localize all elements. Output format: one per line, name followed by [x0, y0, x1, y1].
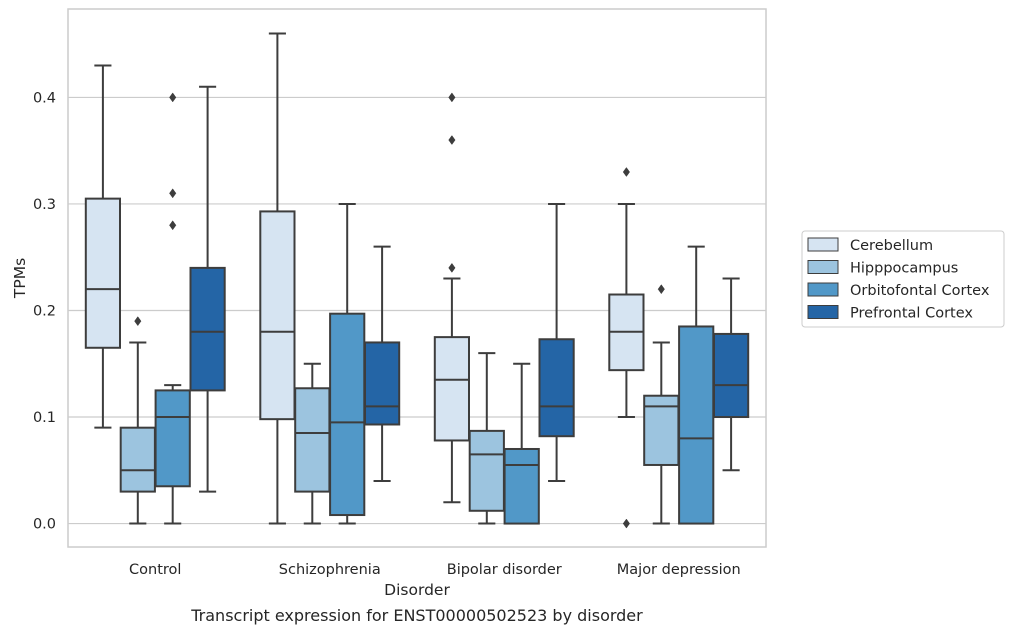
series-cerebellum [84, 32, 645, 529]
box-iqr [433, 336, 471, 442]
outlier-point [448, 262, 456, 273]
x-tick-label: Bipolar disorder [447, 562, 562, 578]
series-hipppocampus [119, 284, 680, 525]
box-prefrontal-cortex-bipolar-disorder [538, 202, 575, 482]
box-prefrontal-cortex-control [189, 85, 226, 493]
box-orbitofontal-cortex-schizophrenia [329, 202, 366, 525]
chart-caption: Transcript expression for ENST0000050252… [190, 606, 643, 625]
outlier-point [169, 188, 177, 199]
box-orbitofontal-cortex-major-depression [678, 245, 715, 525]
box-iqr [294, 387, 331, 493]
box-hipppocampus-control [119, 316, 156, 525]
y-tick-label: 0.3 [33, 197, 56, 213]
outlier-point [657, 284, 665, 295]
outlier-point [622, 167, 630, 177]
box-orbitofontal-cortex-control [154, 92, 191, 525]
x-tick-label: Schizophrenia [279, 562, 381, 578]
box-hipppocampus-schizophrenia [294, 362, 331, 525]
x-tick-label: Control [129, 562, 181, 578]
legend-label: Cerebellum [850, 238, 933, 254]
outlier-point [169, 220, 177, 231]
box-iqr [712, 332, 750, 419]
box-cerebellum-control [84, 64, 122, 429]
x-axis-ticks: Control Schizophrenia Bipolar disorder Majo… [129, 562, 741, 578]
legend-swatch [807, 305, 839, 319]
box-iqr [189, 266, 226, 392]
box-orbitofontal-cortex-bipolar-disorder [503, 362, 540, 525]
outlier-point [622, 518, 630, 529]
box-iqr [154, 389, 191, 488]
box-prefrontal-cortex-major-depression [712, 277, 750, 472]
y-axis-label: TPMs [11, 258, 29, 299]
legend-item-cerebellum: Cerebellum [807, 237, 933, 254]
legend-label: Hipppocampus [850, 261, 958, 277]
series-orbitofontal-cortex [154, 92, 715, 525]
box-iqr [538, 338, 575, 438]
box-iqr [363, 341, 401, 426]
legend-swatch [807, 237, 839, 252]
x-axis-label: Disorder [384, 581, 450, 599]
outlier-point [169, 92, 177, 103]
series-prefrontal-cortex [189, 85, 750, 493]
box-cerebellum-schizophrenia [259, 32, 296, 525]
box-prefrontal-cortex-schizophrenia [363, 245, 401, 482]
box-iqr [468, 429, 505, 512]
legend-item-orbitofontal-cortex: Orbitofontal Cortex [807, 282, 990, 299]
y-tick-label: 0.0 [33, 517, 56, 533]
legend-item-hipppocampus: Hipppocampus [807, 260, 958, 277]
legend-swatch [807, 260, 839, 274]
box-hipppocampus-bipolar-disorder [468, 352, 505, 525]
x-tick-label: Major depression [617, 562, 741, 578]
box-iqr [84, 197, 122, 349]
box-cerebellum-bipolar-disorder [433, 92, 471, 504]
box-iqr [329, 312, 366, 517]
box-plot-series [84, 32, 750, 529]
box-iqr [259, 210, 296, 421]
outlier-point [134, 316, 142, 327]
y-tick-label: 0.4 [33, 90, 56, 106]
legend-swatch [807, 282, 839, 297]
legend-frame [801, 230, 1005, 328]
legend-item-prefrontal-cortex: Prefrontal Cortex [807, 305, 973, 322]
y-tick-label: 0.2 [33, 303, 56, 319]
box-iqr [119, 426, 156, 493]
legend-label: Prefrontal Cortex [850, 306, 973, 322]
box-hipppocampus-major-depression [643, 284, 680, 525]
box-iqr [503, 447, 540, 525]
outlier-point [448, 92, 456, 103]
y-tick-label: 0.1 [33, 410, 56, 426]
y-axis-ticks: 0.0 0.1 0.2 0.3 0.4 [33, 90, 56, 532]
legend-label: Orbitofontal Cortex [850, 283, 990, 299]
box-iqr [678, 325, 715, 525]
plot-area-frame [67, 8, 767, 548]
box-cerebellum-major-depression [608, 167, 645, 529]
outlier-point [448, 135, 456, 145]
legend: Cerebellum Hipppocampus Orbitofontal Corte… [801, 230, 1005, 328]
